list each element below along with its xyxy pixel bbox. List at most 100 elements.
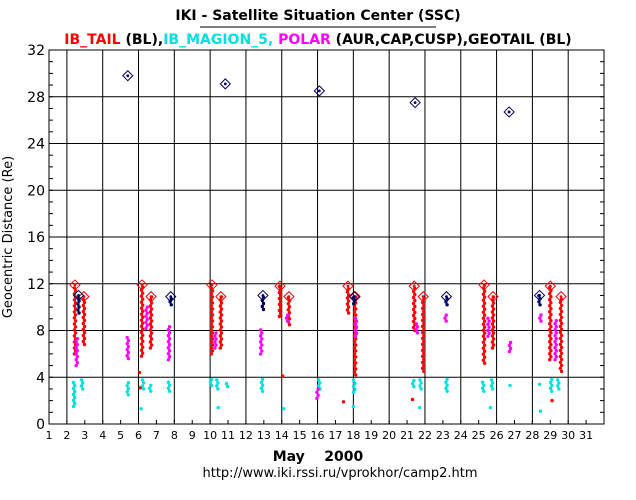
data-point — [556, 384, 560, 388]
x-tick-label: 19 — [364, 429, 378, 442]
data-point — [411, 325, 416, 330]
data-point — [553, 352, 557, 356]
data-point — [208, 380, 213, 385]
x-tick-label: 24 — [454, 429, 468, 442]
x-tick-label: 3 — [81, 429, 88, 442]
data-point — [353, 316, 358, 320]
x-tick-label: 14 — [275, 429, 289, 442]
data-point — [75, 354, 80, 359]
apogee-diamond — [544, 280, 556, 292]
apogee-diamond — [206, 279, 218, 291]
data-point — [72, 322, 77, 326]
data-point — [538, 316, 542, 320]
data-point — [482, 295, 487, 299]
x-tick-label: 10 — [203, 429, 217, 442]
data-point — [482, 289, 487, 293]
data-point — [550, 389, 554, 393]
apogee-diamond — [408, 280, 420, 292]
data-point — [139, 330, 144, 334]
apogee-center — [287, 295, 291, 299]
apogee-center — [140, 283, 144, 287]
data-point — [490, 328, 495, 332]
data-point — [352, 358, 357, 362]
data-point — [554, 325, 558, 329]
apogee-diamond — [533, 289, 546, 302]
data-point — [354, 361, 358, 365]
data-point — [548, 334, 552, 338]
data-point — [482, 307, 487, 311]
data-point — [71, 380, 76, 385]
data-point — [167, 331, 172, 335]
apogee-center — [126, 74, 130, 78]
data-point — [508, 346, 513, 351]
x-tick-label: 28 — [525, 429, 539, 442]
data-point — [422, 363, 426, 368]
chart-title-block: IKI - Satellite Situation Center (SSC) I… — [64, 8, 571, 48]
apogee-diamond — [503, 106, 515, 118]
data-point — [537, 300, 541, 304]
data-point — [486, 328, 490, 332]
data-point — [548, 352, 552, 356]
apogee-center — [482, 283, 486, 287]
data-point — [481, 304, 486, 308]
data-point — [73, 395, 77, 400]
data-point — [508, 340, 513, 345]
data-point — [481, 346, 486, 350]
data-point — [353, 328, 358, 332]
data-point — [346, 299, 351, 303]
data-point — [554, 355, 558, 359]
x-tick-label: 13 — [257, 429, 271, 442]
data-point — [490, 304, 495, 308]
data-point — [218, 316, 222, 320]
data-point — [286, 313, 290, 317]
data-point — [548, 386, 553, 390]
x-tick-label: 29 — [543, 429, 557, 442]
data-point — [417, 405, 422, 410]
data-point — [140, 378, 145, 382]
data-point — [166, 346, 171, 350]
x-tick-label: 30 — [561, 429, 575, 442]
data-point — [126, 356, 131, 361]
data-point — [351, 384, 356, 389]
data-point — [77, 311, 81, 315]
apogee-diamond — [215, 290, 227, 303]
apogee-center — [538, 294, 541, 297]
data-point — [548, 328, 552, 332]
data-point — [444, 380, 448, 384]
apogee-center — [548, 284, 552, 288]
data-point — [559, 357, 564, 362]
data-point — [549, 325, 553, 329]
data-point — [74, 351, 78, 356]
data-point — [277, 290, 282, 295]
y-axis-label: Geocentric Distance (Re) — [1, 156, 16, 318]
data-point — [72, 310, 77, 314]
data-point — [558, 318, 563, 323]
x-tick-label: 17 — [328, 429, 342, 442]
data-point — [490, 310, 495, 314]
data-point — [277, 314, 282, 319]
data-point — [148, 322, 153, 326]
data-point — [166, 386, 171, 390]
data-point — [209, 346, 213, 350]
data-point — [491, 387, 495, 391]
data-point — [277, 308, 282, 313]
data-point — [219, 337, 224, 341]
apogee-diamond — [72, 289, 85, 302]
data-point — [491, 313, 496, 317]
data-point — [420, 360, 425, 365]
apogee-diamond — [283, 290, 295, 303]
data-point — [209, 310, 213, 314]
data-point — [260, 337, 264, 341]
data-point — [548, 316, 552, 320]
data-point — [418, 378, 422, 382]
data-point — [482, 313, 487, 317]
data-point — [488, 405, 493, 410]
data-point — [550, 377, 554, 381]
series-ib_magion_5 — [71, 377, 561, 413]
apogee-center — [421, 295, 425, 299]
data-point — [73, 319, 78, 323]
data-point — [82, 306, 87, 311]
subtitle-part-5: GEOTAIL — [468, 32, 534, 48]
x-tick-label: 18 — [346, 429, 360, 442]
data-point — [73, 389, 77, 394]
